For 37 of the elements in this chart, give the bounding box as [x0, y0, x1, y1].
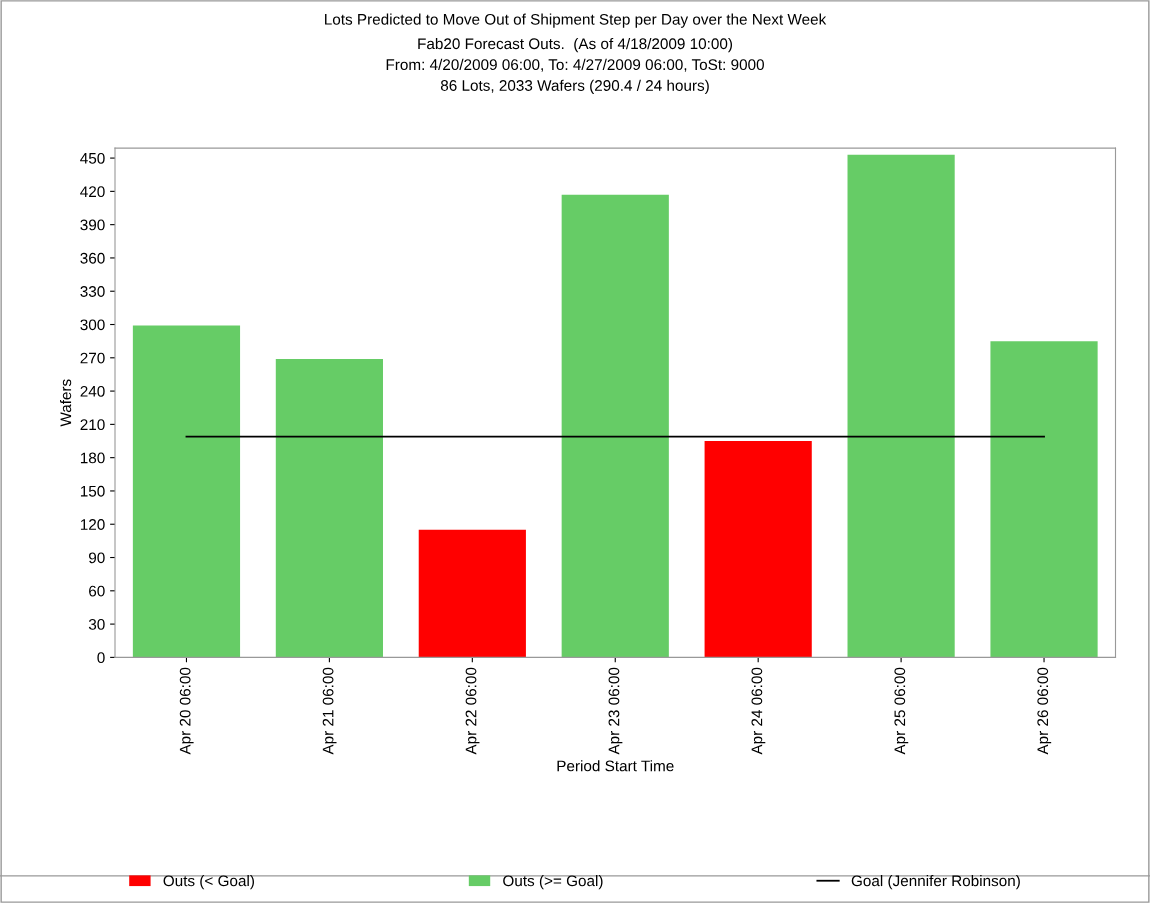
y-tick-label: 450 — [80, 152, 105, 164]
chart-title: Lots Predicted to Move Out of Shipment Step per Day over the Next Week — [325, 13, 827, 28]
bar — [847, 154, 955, 658]
bar — [561, 194, 669, 658]
x-axis-title: Period Start Time — [557, 760, 674, 772]
y-tick-label: 30 — [88, 618, 105, 630]
y-tick-label: 390 — [80, 219, 105, 231]
bar — [275, 358, 383, 658]
y-tick-label: 0 — [97, 652, 105, 664]
y-tick-label: 360 — [80, 252, 105, 264]
chart-subtitle: Fab20 Forecast Outs. (As of 4/18/2009 10:00) From: 4/20/2009 06:00, To: 4/27/2009 06:00, ToSt: 9000 86 Lots, 2033 Wafers (290.4 / 24 hours) — [386, 37, 764, 94]
legend-label: Outs (< Goal) — [163, 875, 254, 890]
y-tick-label: 210 — [80, 419, 105, 431]
y-tick-label: 120 — [80, 519, 105, 530]
y-tick-label: 60 — [89, 585, 105, 597]
x-tick-label: Apr 22 06:00 — [465, 667, 480, 755]
bar — [990, 341, 1098, 658]
x-tick-label: Apr 24 06:00 — [751, 667, 766, 755]
bar — [704, 441, 812, 658]
x-tick-label: Apr 25 06:00 — [894, 667, 909, 755]
y-tick-label: 420 — [80, 186, 105, 198]
y-tick-label: 330 — [80, 286, 105, 297]
x-tick-label: Apr 20 06:00 — [179, 667, 194, 755]
y-tick-label: 90 — [89, 552, 105, 564]
y-tick-label: 180 — [80, 452, 105, 464]
bar — [132, 325, 241, 658]
x-tick-label: Apr 23 06:00 — [608, 667, 623, 755]
y-axis-title: Wafers — [60, 379, 72, 427]
y-tick-label: 270 — [80, 352, 105, 364]
x-tick-label: Apr 26 06:00 — [1037, 667, 1052, 755]
legend-label: Goal (Jennifer Robinson) — [851, 875, 1020, 890]
y-tick-label: 150 — [80, 485, 105, 497]
legend-label: Outs (>= Goal) — [503, 875, 603, 890]
bar — [418, 529, 526, 658]
x-tick-label: Apr 21 06:00 — [322, 667, 337, 755]
y-tick-label: 240 — [80, 385, 105, 397]
y-tick-label: 300 — [80, 319, 105, 331]
